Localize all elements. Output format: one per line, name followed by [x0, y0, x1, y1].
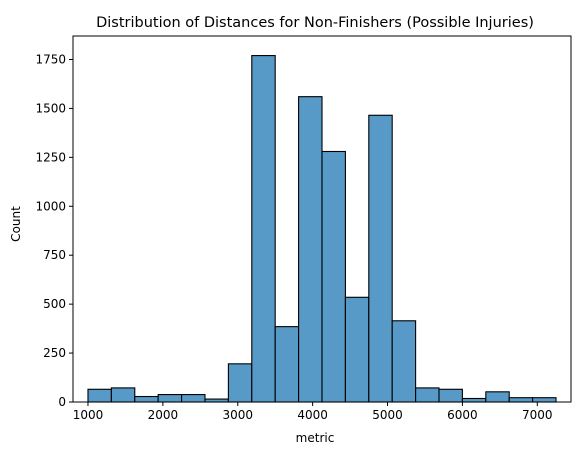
y-tick-label: 500 — [43, 297, 66, 311]
histogram-bar — [321, 150, 346, 403]
chart-title: Distribution of Distances for Non-Finish… — [96, 15, 534, 31]
x-tick-label: 1000 — [73, 408, 104, 422]
histogram-bar — [344, 296, 370, 403]
bars-layer — [87, 55, 557, 403]
histogram-bar — [134, 395, 159, 403]
x-tick-label: 2000 — [148, 408, 179, 422]
histogram-bar — [87, 388, 112, 403]
y-tick-label: 750 — [43, 248, 66, 262]
histogram-bar — [391, 320, 417, 403]
x-tick-label: 5000 — [372, 408, 403, 422]
histogram-bar — [181, 394, 206, 403]
histogram-bar — [532, 397, 557, 403]
y-tick-label: 1250 — [35, 150, 66, 164]
histogram-bar — [110, 387, 136, 403]
y-tick-label: 1750 — [35, 52, 66, 66]
y-tick-label: 1000 — [35, 199, 66, 213]
x-tick-label: 7000 — [522, 408, 553, 422]
histogram-bar — [438, 388, 463, 403]
histogram-bar — [298, 96, 323, 403]
histogram-bar — [274, 326, 300, 403]
x-tick-label: 3000 — [222, 408, 253, 422]
histogram-bar — [227, 363, 253, 403]
histogram-bar — [368, 114, 393, 403]
histogram-bar — [508, 397, 534, 403]
histogram-bar — [251, 55, 276, 403]
y-tick-label: 1500 — [35, 101, 66, 115]
y-axis-label: Count — [9, 206, 23, 242]
histogram-bar — [485, 391, 510, 403]
axes-layer: 1000 2000 3000 4000 5000 6000 7000 0 250 500 750 10… — [35, 35, 572, 422]
x-tick-label: 4000 — [297, 408, 328, 422]
histogram-bar — [461, 397, 487, 403]
plot-frame — [72, 35, 572, 403]
y-tick-label: 250 — [43, 346, 66, 360]
y-tick-label: 0 — [58, 395, 66, 409]
histogram-bar — [415, 387, 440, 403]
x-axis-label: metric — [296, 431, 335, 445]
histogram-bar — [157, 394, 183, 403]
x-tick-label: 6000 — [447, 408, 478, 422]
